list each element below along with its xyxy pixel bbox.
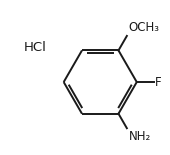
Text: HCl: HCl	[24, 41, 47, 54]
Text: OCH₃: OCH₃	[128, 21, 159, 34]
Text: NH₂: NH₂	[128, 130, 151, 143]
Text: F: F	[155, 76, 162, 89]
